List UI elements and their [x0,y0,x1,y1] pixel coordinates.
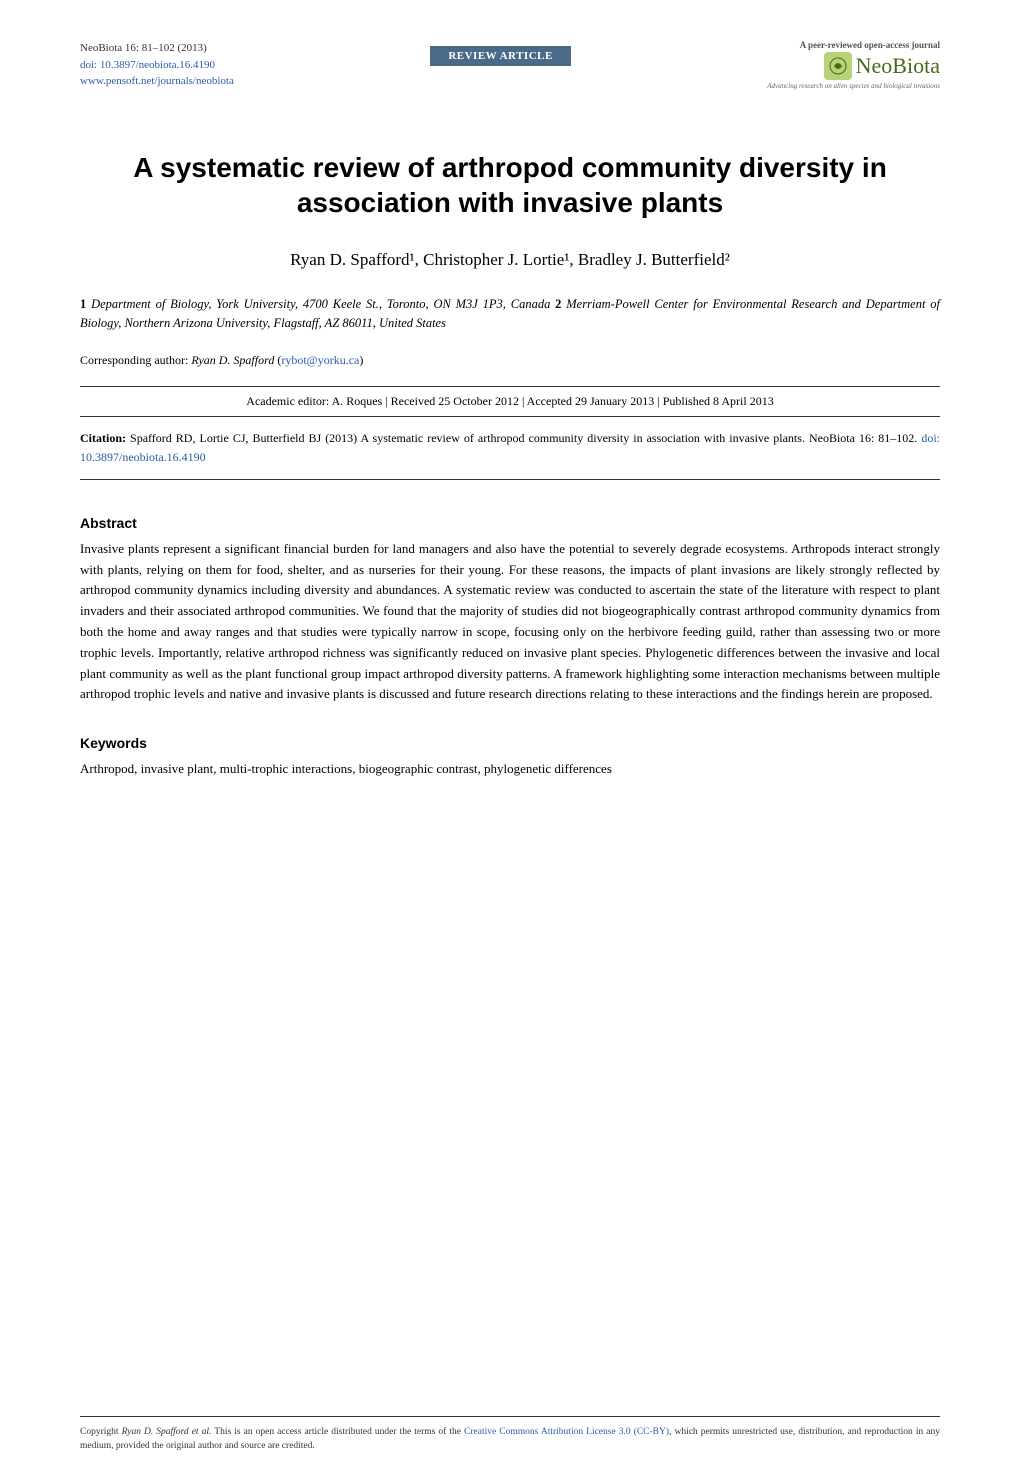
affiliation-text-1: Department of Biology, York University, … [86,297,555,311]
author-list: Ryan D. Spafford¹, Christopher J. Lortie… [80,250,940,270]
open-access-label: A peer-reviewed open-access journal [767,40,940,50]
journal-tagline: Advancing research on alien species and … [767,82,940,90]
journal-logo: NeoBiota [767,52,940,80]
journal-reference: NeoBiota 16: 81–102 (2013) [80,40,234,57]
copyright-holder: Ryan D. Spafford et al. [122,1427,212,1437]
affiliations: 1 Department of Biology, York University… [80,295,940,333]
license-link[interactable]: Creative Commons Attribution License 3.0… [464,1427,669,1437]
journal-website-link[interactable]: www.pensoft.net/journals/neobiota [80,75,234,87]
corresponding-name: Ryan D. Spafford [191,353,274,367]
doi-link[interactable]: doi: 10.3897/neobiota.16.4190 [80,59,215,71]
header-left-block: NeoBiota 16: 81–102 (2013) doi: 10.3897/… [80,40,234,90]
citation-label: Citation: [80,431,130,445]
neobiota-icon [824,52,852,80]
journal-name: NeoBiota [856,53,940,79]
abstract-text: Invasive plants represent a significant … [80,539,940,705]
copyright-footer: Copyright Ryan D. Spafford et al. This i… [80,1416,940,1454]
review-article-badge: REVIEW ARTICLE [430,46,571,66]
abstract-heading: Abstract [80,515,940,531]
header-right-block: A peer-reviewed open-access journal NeoB… [767,40,940,90]
editorial-dates: Academic editor: A. Roques | Received 25… [80,386,940,417]
keywords-text: Arthropod, invasive plant, multi-trophic… [80,759,940,779]
corresponding-email-link[interactable]: rybot@yorku.ca [281,353,359,367]
corresponding-author: Corresponding author: Ryan D. Spafford (… [80,353,940,368]
citation-box: Citation: Spafford RD, Lortie CJ, Butter… [80,429,940,480]
footer-text-1: This is an open access article distribut… [211,1427,464,1437]
citation-text: Spafford RD, Lortie CJ, Butterfield BJ (… [130,431,921,445]
page-header: NeoBiota 16: 81–102 (2013) doi: 10.3897/… [80,40,940,90]
copyright-label: Copyright [80,1427,122,1437]
corresponding-label: Corresponding author: [80,353,191,367]
article-title: A systematic review of arthropod communi… [80,150,940,220]
keywords-heading: Keywords [80,735,940,751]
